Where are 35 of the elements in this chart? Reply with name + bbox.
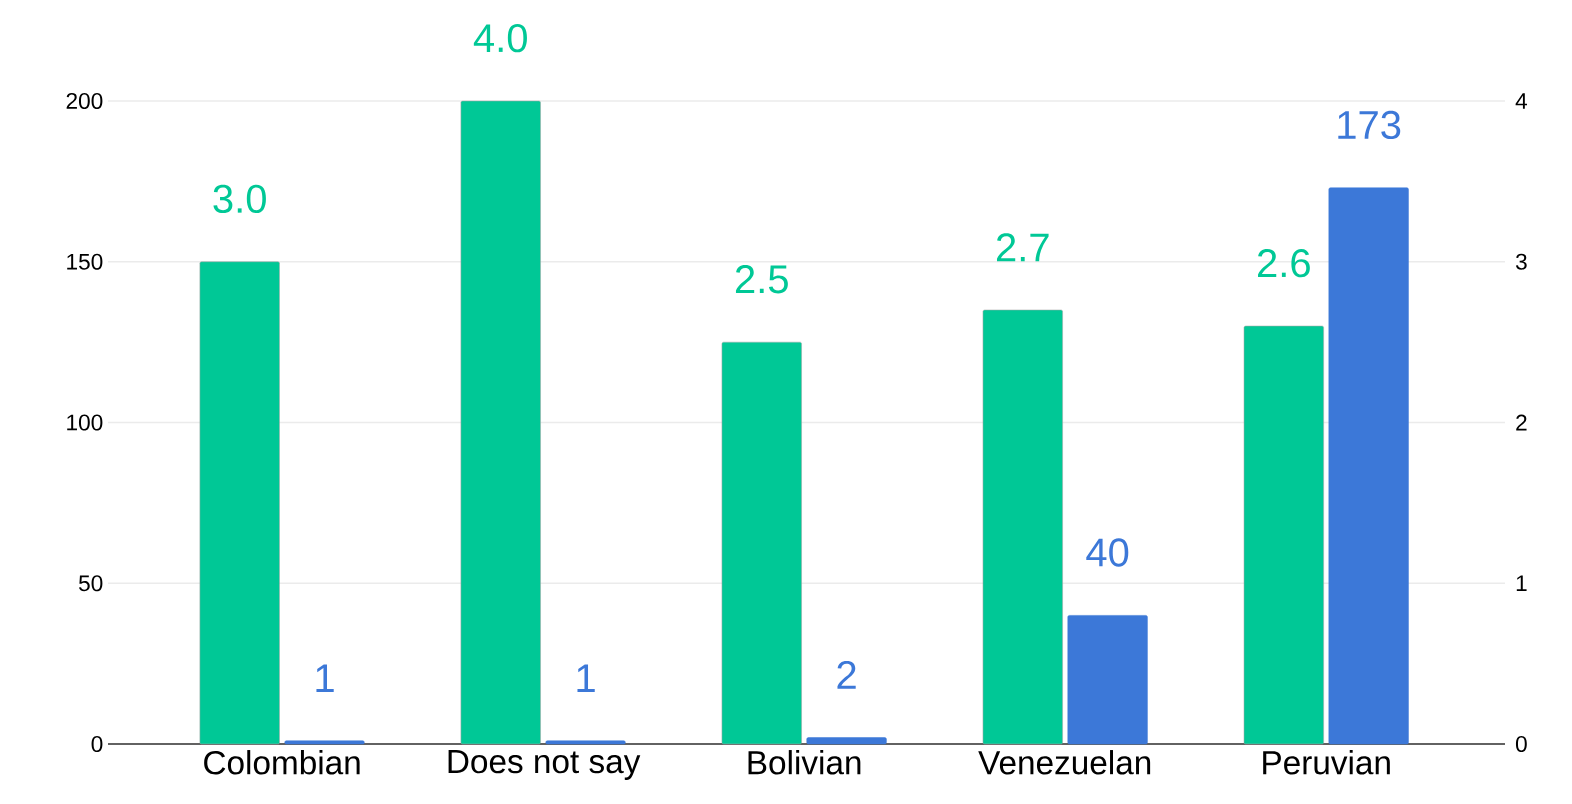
y-tick-label: 100: [67, 414, 103, 431]
y-tick-label: 150: [67, 253, 103, 270]
y-tick-label: 200: [66, 92, 103, 110]
bar: [806, 737, 887, 745]
data-label: 2: [837, 660, 856, 689]
y2-tick-label: 1: [1516, 575, 1527, 592]
bar: [721, 341, 802, 745]
y2-tick-label: 0: [1515, 735, 1527, 753]
data-label: 1: [316, 664, 334, 693]
bar: [284, 740, 365, 745]
bar: [545, 740, 626, 745]
x-tick-label: Peruvian: [1263, 750, 1390, 775]
data-label: 2.7: [996, 233, 1049, 262]
data-label: 2.6: [1258, 249, 1310, 278]
data-label: 173: [1338, 110, 1401, 140]
y2-tick-label: 3: [1515, 253, 1527, 270]
bar: [1067, 615, 1148, 745]
bar: [1243, 325, 1324, 745]
y2-tick-label: 4: [1515, 93, 1528, 109]
bar: [982, 309, 1063, 745]
bar: [199, 261, 280, 745]
bar: [1328, 187, 1409, 745]
y-tick-label: 0: [91, 735, 103, 753]
x-tick-label: Colombian: [204, 750, 360, 775]
y-tick-label: 50: [78, 575, 103, 592]
x-tick-label: Bolivian: [748, 750, 861, 775]
data-label: 4.0: [473, 23, 527, 53]
data-label: 2.5: [735, 265, 788, 294]
bar: [460, 100, 541, 745]
y2-tick-label: 2: [1516, 414, 1527, 431]
x-tick-label: Venezuelan: [978, 750, 1151, 775]
data-label: 40: [1086, 538, 1129, 567]
data-label: 3.0: [213, 184, 266, 214]
x-tick-label: Does not say: [448, 750, 641, 780]
data-label: 1: [577, 664, 595, 693]
